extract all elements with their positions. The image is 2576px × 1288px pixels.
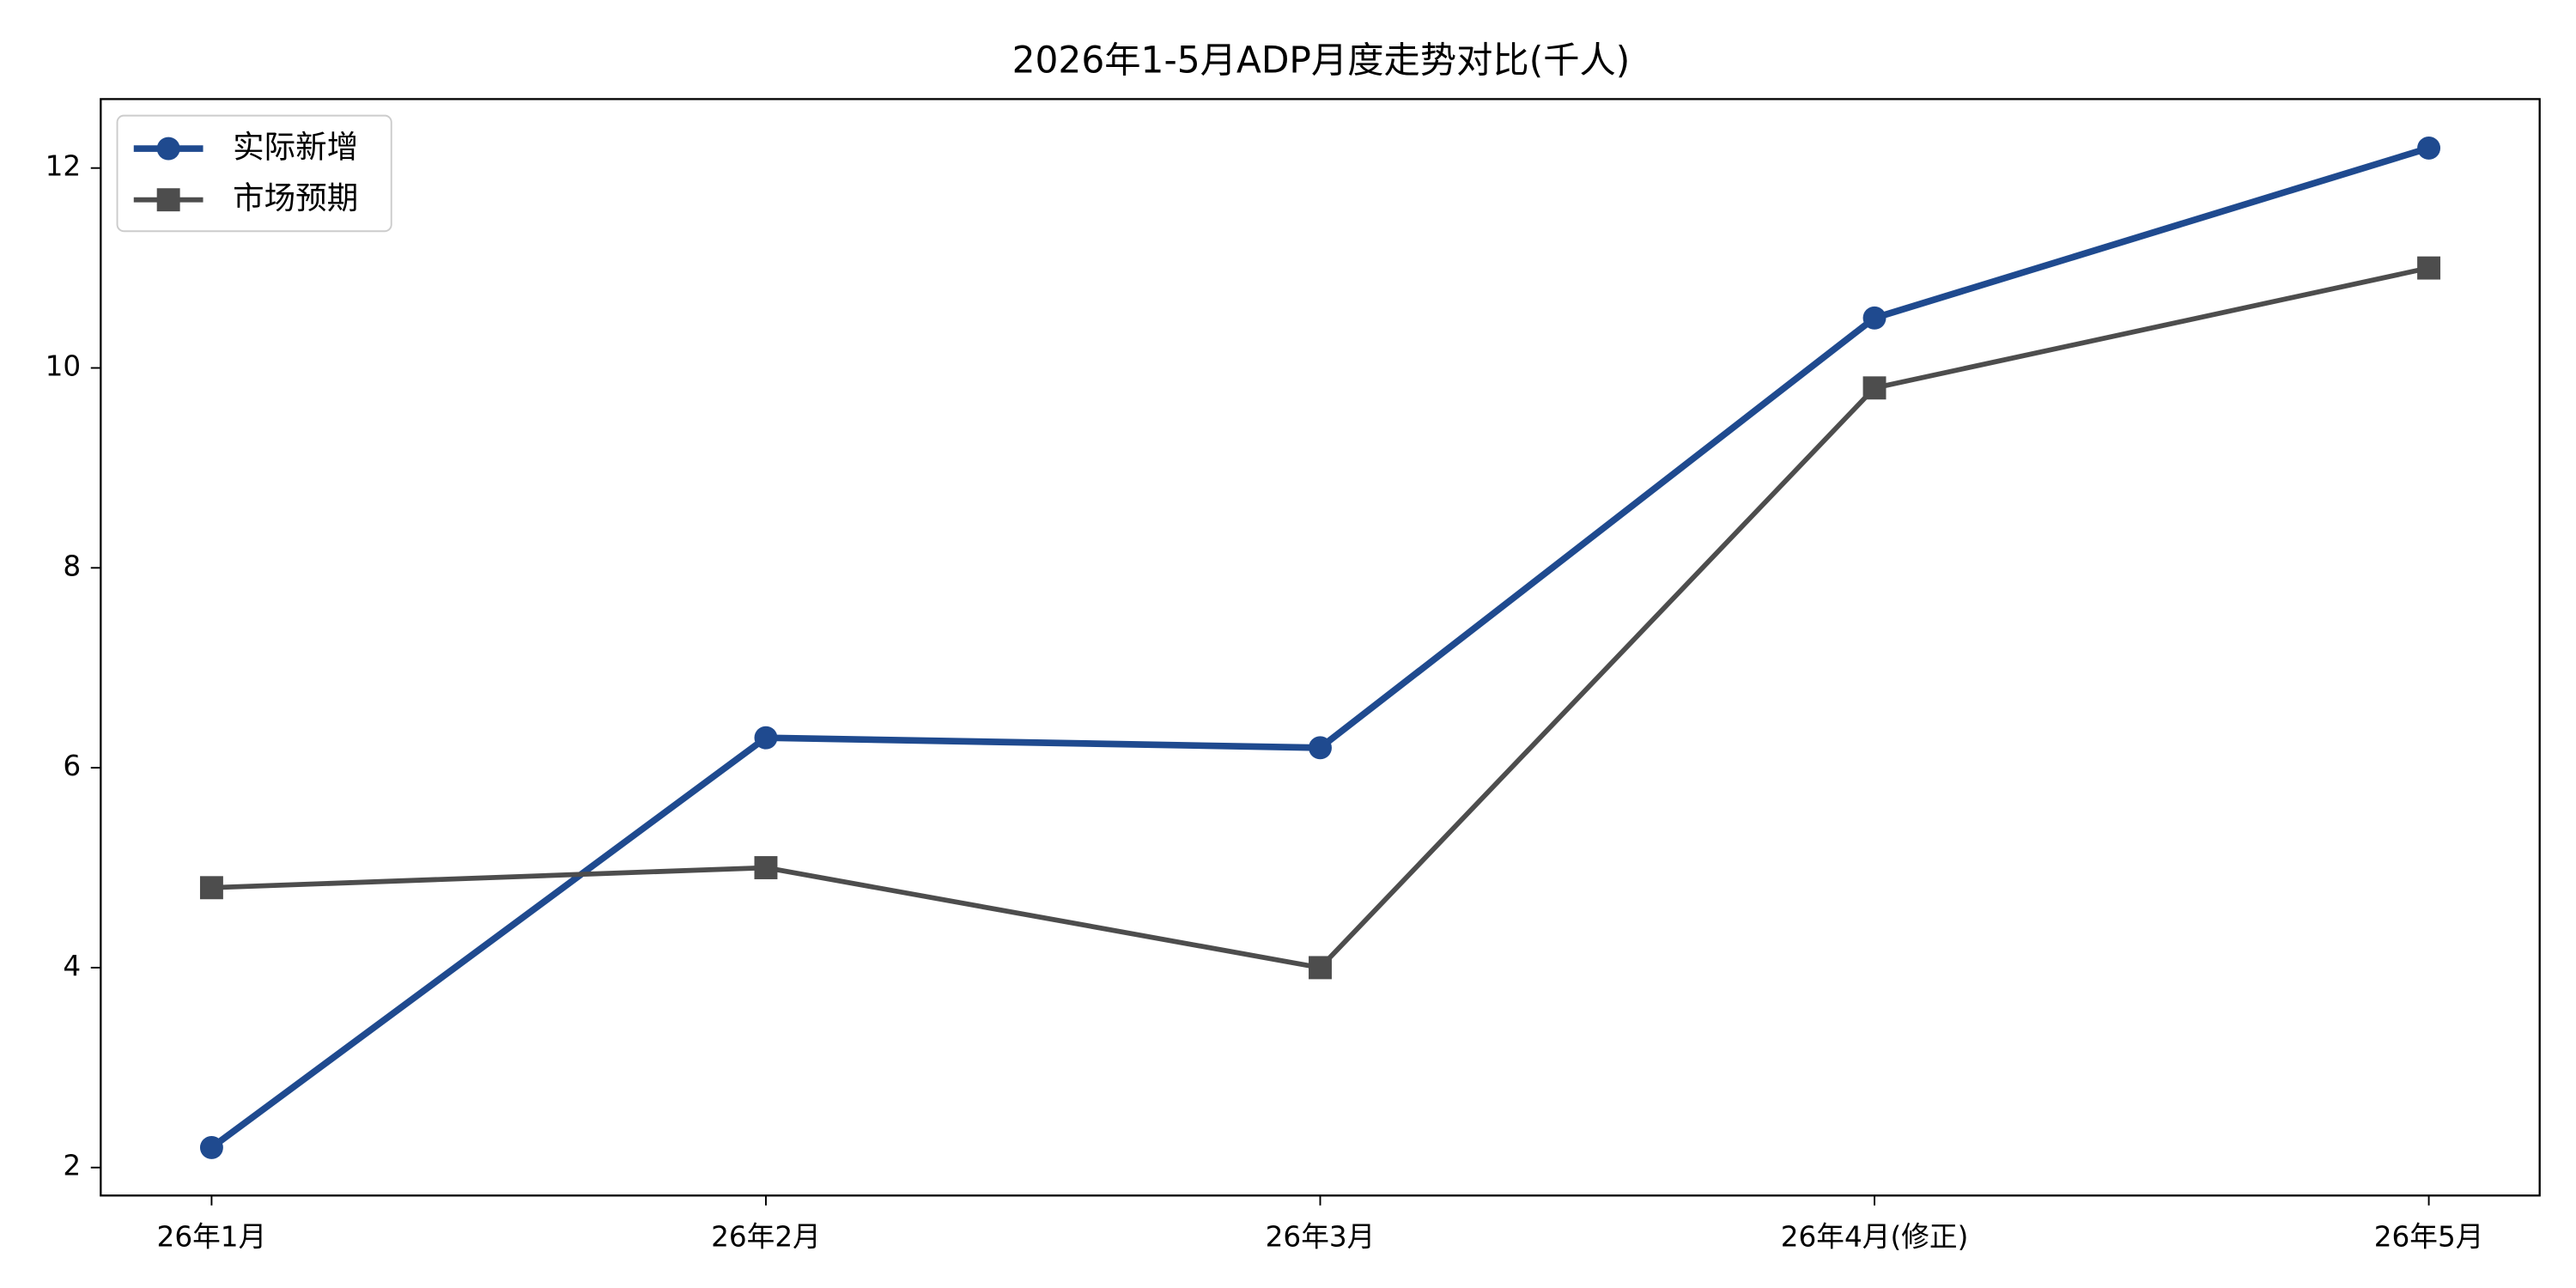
legend-label: 市场预期: [233, 179, 358, 216]
marker: [754, 856, 778, 879]
x-tick-label: 26年2月: [711, 1220, 821, 1253]
y-tick-label: 4: [63, 950, 81, 982]
y-tick-label: 12: [46, 150, 82, 183]
x-tick-label: 26年5月: [2374, 1220, 2484, 1253]
marker: [1309, 956, 1332, 980]
marker: [1862, 306, 1886, 330]
marker: [2417, 136, 2441, 160]
marker: [1862, 376, 1886, 400]
x-tick-label: 26年1月: [157, 1220, 267, 1253]
y-tick-label: 2: [63, 1150, 81, 1182]
legend-label: 实际新增: [233, 129, 358, 166]
y-tick-label: 8: [63, 550, 81, 582]
chart-title: 2026年1-5月ADP月度走势对比(千人): [1012, 39, 1631, 82]
marker: [199, 876, 223, 900]
marker: [199, 1135, 223, 1159]
y-tick-label: 6: [63, 750, 81, 782]
legend-marker: [156, 188, 180, 212]
plot-frame: [100, 98, 2541, 1197]
legend-marker: [156, 137, 180, 161]
y-tick-label: 10: [46, 350, 82, 383]
marker: [2417, 256, 2441, 280]
marker: [1309, 736, 1332, 760]
marker: [754, 726, 778, 750]
x-tick-label: 26年4月(修正): [1781, 1220, 1969, 1253]
x-tick-label: 26年3月: [1266, 1220, 1376, 1253]
